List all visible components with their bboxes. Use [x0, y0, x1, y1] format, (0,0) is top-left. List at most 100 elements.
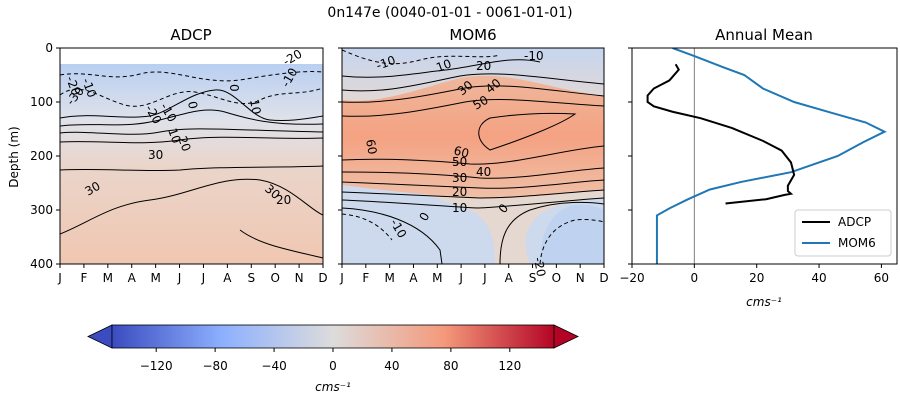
mom6-clabel: 50 — [452, 155, 467, 169]
colorbar-min-extend — [87, 324, 113, 349]
annual-mean-xlabel: cms⁻¹ — [746, 295, 782, 309]
mom6-clabel: -10 — [524, 49, 544, 63]
adcp-clabel: 30 — [148, 148, 163, 162]
adcp-contour-neg — [60, 87, 323, 107]
mom6-contour-20 — [342, 73, 604, 92]
mom6-contour-20b — [342, 189, 604, 199]
x-tick-label: S — [529, 271, 537, 285]
x-tick-label: −20 — [619, 271, 644, 285]
x-tick-label: D — [318, 271, 327, 285]
x-tick-label: D — [599, 271, 608, 285]
mom6-contour-50b — [342, 145, 604, 165]
y-tick-label: 100 — [30, 95, 53, 109]
x-tick-label: M — [103, 271, 113, 285]
x-tick-label: N — [295, 271, 304, 285]
adcp-clabel: 10 — [247, 98, 263, 115]
mom6-clabel: 50 — [471, 93, 491, 113]
adcp-title: ADCP — [170, 26, 211, 44]
colorbar-tick-label: −80 — [202, 359, 227, 373]
x-tick-label: A — [505, 271, 514, 285]
figure-suptitle: 0n147e (0040-01-01 - 0061-01-01) — [327, 5, 572, 21]
adcp-filled-field — [60, 64, 323, 264]
mom6-contour-neg — [342, 49, 501, 65]
annual-mean-y-ticks — [628, 47, 632, 265]
colorbar-tick-label: −120 — [140, 359, 173, 373]
adcp-panel: ADCP -20 -10 -30 -20 -10 0 10 20 -20 -10… — [7, 26, 328, 285]
x-tick-label: S — [247, 271, 255, 285]
adcp-clabel: 0 — [227, 84, 241, 92]
y-tick-label: 300 — [30, 203, 53, 217]
adcp-clabel: 10 — [165, 126, 183, 145]
adcp-contour-30b — [60, 178, 323, 235]
x-tick-label: J — [201, 271, 206, 285]
x-tick-label: M — [384, 271, 394, 285]
mom6-clabel: -20 — [531, 256, 548, 278]
legend-label-adcp: ADCP — [838, 215, 871, 229]
mom6-title: MOM6 — [449, 26, 496, 44]
colorbar-label: cms⁻¹ — [315, 380, 351, 394]
x-tick-label: J — [458, 271, 463, 285]
mom6-clabel: 10 — [434, 56, 453, 74]
x-tick-label: J — [177, 271, 182, 285]
x-tick-label: O — [270, 271, 279, 285]
legend: ADCP MOM6 — [794, 209, 892, 257]
x-tick-label: O — [552, 271, 561, 285]
adcp-contour-20b — [60, 136, 323, 144]
mom6-contour-10b — [342, 197, 604, 209]
x-tick-label: F — [80, 271, 87, 285]
x-tick-label: M — [432, 271, 442, 285]
annual-mean-panel: Annual Mean −20 0 20 40 60 cms⁻¹ ADCP MOM6 — [619, 26, 898, 309]
annual-mean-x-ticks: −20 0 20 40 60 — [619, 264, 889, 285]
colorbar-tick-label: 0 — [329, 359, 337, 373]
adcp-contour-10 — [60, 109, 323, 127]
mom6-contour-40 — [342, 167, 604, 179]
colorbar-tick-label: 120 — [498, 359, 521, 373]
adcp-clabel: 20 — [276, 193, 291, 207]
x-tick-label: A — [409, 271, 418, 285]
adcp-y-ticks: 0 100 200 300 400 — [30, 41, 60, 271]
y-tick-label: 200 — [30, 149, 53, 163]
mom6-filled-mid — [342, 175, 604, 264]
x-tick-label: J — [57, 271, 62, 285]
adcp-clabel: 20 — [175, 134, 193, 153]
adcp-clabel: 30 — [83, 179, 103, 199]
mom6-y-ticks — [338, 47, 342, 265]
colorbar: −120 −80 −40 0 40 80 120 cms⁻¹ — [87, 324, 579, 394]
colorbar-tick-label: 40 — [384, 359, 399, 373]
y-tick-label: 400 — [30, 257, 53, 271]
mom6-contour-10 — [342, 59, 541, 78]
colorbar-tick-label: 80 — [443, 359, 458, 373]
adcp-clabel: -20 — [63, 74, 83, 97]
colorbar-tick-label: −40 — [261, 359, 286, 373]
mom6-clabel: 10 — [452, 201, 467, 215]
x-tick-label: F — [362, 271, 369, 285]
annual-mean-title: Annual Mean — [715, 26, 813, 44]
x-tick-label: M — [150, 271, 160, 285]
mom6-clabel: -10 — [374, 53, 397, 73]
colorbar-body — [111, 324, 555, 349]
adcp-clabel: 0 — [185, 100, 200, 110]
series-line-adcp — [646, 63, 796, 205]
x-tick-label: 0 — [691, 271, 699, 285]
mom6-panel: MOM6 -10 -10 10 20 30 — [338, 26, 609, 285]
series-line-mom6 — [655, 48, 887, 264]
adcp-contour-20 — [60, 128, 323, 135]
adcp-contour-20c — [239, 229, 323, 259]
mom6-contour-50 — [342, 98, 604, 117]
mom6-clabel: 20 — [452, 185, 467, 199]
legend-label-mom6: MOM6 — [838, 236, 876, 250]
mom6-contour-zero — [342, 201, 604, 264]
x-tick-label: N — [576, 271, 585, 285]
colorbar-max-extend — [553, 324, 579, 349]
adcp-contour-surface — [60, 71, 323, 82]
mom6-clabel: 60 — [452, 143, 470, 160]
mom6-clabel: 40 — [476, 165, 491, 179]
mom6-contour-neg-deep — [342, 213, 604, 264]
y-tick-label: 0 — [45, 41, 53, 55]
x-tick-label: J — [339, 271, 344, 285]
x-tick-label: J — [482, 271, 487, 285]
adcp-contour-30a — [60, 165, 323, 172]
x-tick-label: A — [223, 271, 232, 285]
